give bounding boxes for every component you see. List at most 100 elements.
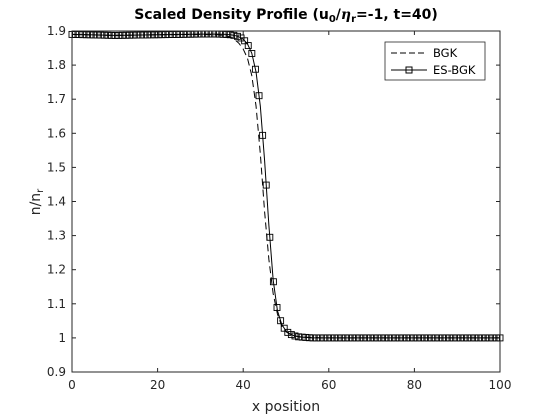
marker-es-bgk-118 <box>492 334 500 342</box>
marker-es-bgk-19 <box>136 31 144 39</box>
marker-es-bgk-104 <box>442 334 450 342</box>
marker-es-bgk-55 <box>266 233 274 241</box>
marker-es-bgk-89 <box>388 334 396 342</box>
marker-es-bgk-102 <box>435 334 443 342</box>
marker-es-bgk-100 <box>428 334 436 342</box>
marker-es-bgk-12 <box>111 31 119 39</box>
marker-es-bgk-105 <box>446 334 454 342</box>
marker-es-bgk-78 <box>349 334 356 342</box>
marker-es-bgk-85 <box>374 334 382 342</box>
marker-es-bgk-16 <box>126 31 134 39</box>
marker-es-bgk-4 <box>82 31 90 39</box>
marker-es-bgk-48 <box>241 37 249 45</box>
y-tick-label-0: 0.9 <box>47 365 66 379</box>
marker-es-bgk-110 <box>464 334 472 342</box>
marker-es-bgk-50 <box>248 50 256 57</box>
x-tick-label-5: 100 <box>489 378 512 392</box>
marker-es-bgk-96 <box>413 334 421 342</box>
marker-es-bgk-49 <box>244 42 252 50</box>
marker-es-bgk-86 <box>377 334 385 342</box>
marker-es-bgk-70 <box>320 334 328 342</box>
title-main: Scaled Density Profile (u <box>134 7 329 23</box>
marker-es-bgk-8 <box>97 31 105 39</box>
marker-es-bgk-51 <box>251 65 259 73</box>
marker-es-bgk-59 <box>280 324 288 332</box>
marker-es-bgk-76 <box>341 334 349 342</box>
marker-es-bgk-10 <box>104 31 112 39</box>
marker-es-bgk-116 <box>485 334 493 342</box>
marker-es-bgk-21 <box>144 31 151 39</box>
legend: BGK ES-BGK <box>384 41 486 81</box>
marker-es-bgk-27 <box>165 31 173 39</box>
marker-es-bgk-82 <box>363 334 371 342</box>
marker-es-bgk-2 <box>75 31 83 39</box>
marker-es-bgk-103 <box>439 334 446 342</box>
x-tick-label-2: 40 <box>236 378 251 392</box>
marker-es-bgk-67 <box>309 334 317 342</box>
marker-es-bgk-26 <box>162 31 169 39</box>
marker-es-bgk-58 <box>277 317 285 325</box>
marker-es-bgk-69 <box>316 334 324 342</box>
y-tick-label-8: 1.7 <box>47 92 66 106</box>
marker-es-bgk-80 <box>356 334 364 342</box>
marker-es-bgk-73 <box>331 334 338 342</box>
marker-es-bgk-63 <box>295 333 303 341</box>
x-axis-label: x position <box>252 399 320 415</box>
marker-es-bgk-77 <box>345 334 353 342</box>
marker-es-bgk-68 <box>313 334 321 342</box>
x-tick-label-0: 0 <box>68 378 76 392</box>
legend-box <box>384 41 486 81</box>
y-tick-label-9: 1.8 <box>47 58 66 72</box>
legend-marker-es-bgk <box>405 66 413 74</box>
marker-es-bgk-56 <box>269 278 277 286</box>
y-axis-label-main: n/n <box>28 193 44 215</box>
x-tick-label-3: 60 <box>321 378 336 392</box>
marker-es-bgk-107 <box>453 334 461 342</box>
marker-es-bgk-20 <box>140 31 148 39</box>
marker-es-bgk-92 <box>399 334 407 342</box>
marker-es-bgk-112 <box>471 334 479 342</box>
marker-es-bgk-117 <box>489 334 497 342</box>
marker-es-bgk-22 <box>147 31 155 39</box>
marker-es-bgk-14 <box>118 31 126 39</box>
x-tick-label-1: 20 <box>150 378 165 392</box>
marker-es-bgk-65 <box>302 333 310 341</box>
y-tick-label-7: 1.6 <box>47 126 66 140</box>
marker-es-bgk-62 <box>291 332 299 340</box>
marker-es-bgk-83 <box>367 334 374 342</box>
title-eta: η <box>341 7 351 23</box>
title-slash: / <box>336 7 342 23</box>
marker-es-bgk-6 <box>90 31 98 39</box>
marker-es-bgk-79 <box>352 334 360 342</box>
marker-es-bgk-60 <box>284 328 292 336</box>
marker-es-bgk-88 <box>385 334 392 342</box>
y-tick-label-2: 1.1 <box>47 297 66 311</box>
marker-es-bgk-109 <box>460 334 468 342</box>
marker-es-bgk-9 <box>100 31 108 39</box>
marker-es-bgk-28 <box>169 31 177 38</box>
y-axis-label: n/nr <box>28 188 46 215</box>
y-tick-label-10: 1.9 <box>47 24 66 38</box>
y-tick-label-1: 1 <box>58 331 66 345</box>
legend-label-bgk: BGK <box>433 46 458 60</box>
marker-es-bgk-3 <box>79 31 87 39</box>
marker-es-bgk-44 <box>226 31 234 39</box>
marker-es-bgk-25 <box>158 31 166 39</box>
marker-es-bgk-57 <box>273 304 281 311</box>
legend-label-es-bgk: ES-BGK <box>433 63 476 77</box>
title-sub-r: r <box>351 14 356 25</box>
y-tick-label-3: 1.2 <box>47 263 66 277</box>
marker-es-bgk-99 <box>424 334 432 342</box>
title-tail: =-1, t=40) <box>356 7 438 23</box>
y-tick-label-4: 1.3 <box>47 229 66 243</box>
marker-es-bgk-108 <box>456 334 464 342</box>
title-sub-0: 0 <box>329 14 336 25</box>
marker-es-bgk-46 <box>233 32 241 40</box>
marker-es-bgk-66 <box>305 334 313 342</box>
marker-es-bgk-114 <box>478 334 486 342</box>
chart-title: Scaled Density Profile (u0/ηr=-1, t=40) <box>134 7 438 25</box>
y-tick-label-6: 1.5 <box>47 160 66 174</box>
marker-es-bgk-91 <box>395 334 403 342</box>
marker-es-bgk-64 <box>298 333 306 341</box>
marker-es-bgk-81 <box>359 334 367 342</box>
